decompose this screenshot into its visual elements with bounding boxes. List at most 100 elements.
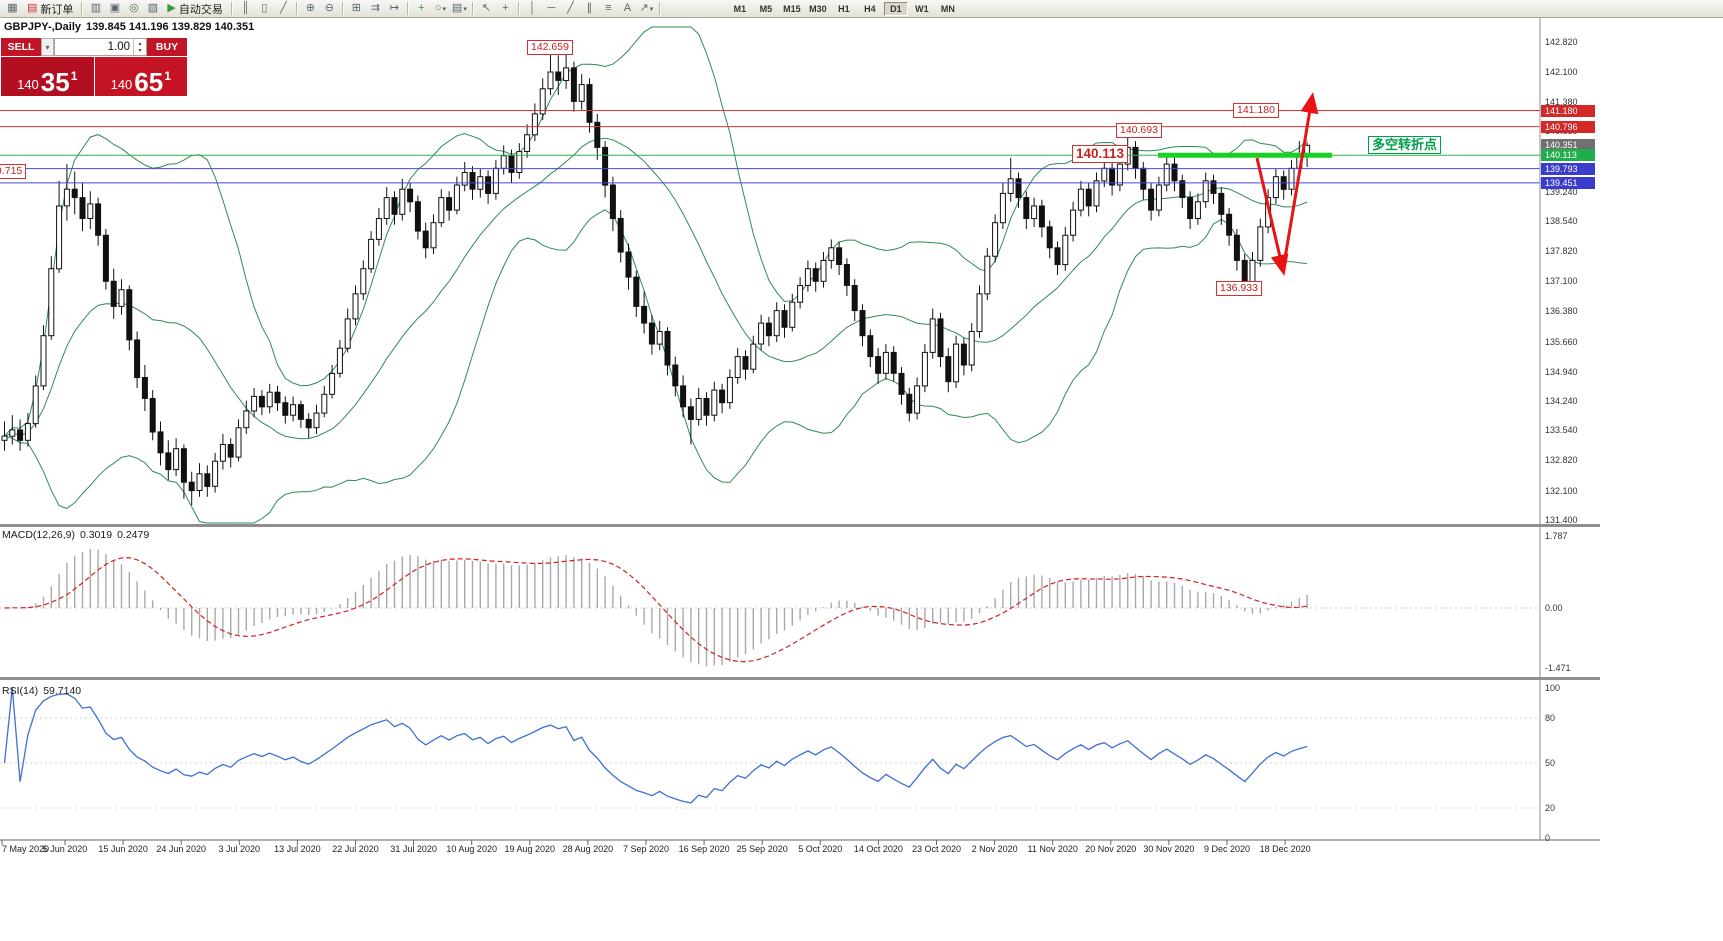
templates-icon-caret-icon[interactable]: ▾ — [463, 5, 467, 13]
bar-chart-icon-glyph: ║ — [241, 2, 250, 14]
oneclick-options-caret-icon[interactable]: ▾ — [41, 38, 54, 56]
buy-button[interactable]: BUY — [147, 38, 187, 56]
rsi-line — [3, 687, 1308, 804]
tile-windows-icon[interactable]: ⊞ — [347, 1, 366, 17]
bar-chart-icon[interactable]: ║ — [236, 1, 255, 17]
timeframe-mn[interactable]: MN — [940, 3, 955, 14]
text-label-icon[interactable]: A — [618, 1, 637, 17]
date-label: 24 Jun 2020 — [156, 844, 206, 854]
arrows-tool-icon[interactable]: ↗ ▾ — [637, 1, 656, 17]
timeframe-w1[interactable]: W1 — [915, 3, 929, 14]
auto-scroll-icon-glyph: ⇉ — [370, 2, 380, 14]
zoom-in-icon[interactable]: ⊕ — [301, 1, 320, 17]
trend-arrow[interactable] — [1255, 157, 1289, 276]
date-label: 2 Nov 2020 — [971, 844, 1018, 854]
symbol-name: GBPJPY-,Daily — [4, 21, 82, 33]
price-callout[interactable]: 140.693 — [1116, 123, 1162, 138]
autotrade-button[interactable]: ▶ 自动交易 — [162, 1, 227, 17]
price-tick: 134.940 — [1545, 366, 1578, 377]
volume-spin-up-icon[interactable]: ▴ — [138, 41, 142, 47]
price-tick: 142.100 — [1545, 67, 1578, 78]
volume-spinner[interactable]: ▴ ▾ — [133, 39, 146, 55]
date-label: 16 Sep 2020 — [678, 844, 730, 854]
price-axis[interactable]: 142.820142.100141.380140.680139.240138.5… — [1540, 18, 1602, 843]
tile-windows-icon-glyph: ⊞ — [351, 2, 361, 14]
candlestick-chart-icon-glyph: ▯ — [261, 2, 268, 14]
templates-icon-glyph: ▤ — [451, 2, 463, 14]
periods-icon[interactable]: ○ ▾ — [431, 1, 450, 17]
rsi-indicator — [0, 687, 1540, 809]
chart-symbol-ohlc: GBPJPY-,Daily 139.845 141.196 139.829 140… — [4, 21, 259, 33]
price-callout[interactable]: 9.715 — [0, 164, 27, 179]
horizontal-line-icon[interactable]: ─ — [542, 1, 561, 17]
date-label: 19 Aug 2020 — [504, 844, 556, 854]
templates-icon[interactable]: ▤ ▾ — [450, 1, 469, 17]
date-label: 23 Oct 2020 — [911, 844, 962, 854]
timeframe-m5[interactable]: M5 — [759, 3, 773, 14]
sell-price-button[interactable]: 140 35 1 — [1, 57, 94, 96]
volume-field[interactable]: 1.00 ▴ ▾ — [54, 38, 147, 56]
vertical-line-icon[interactable]: │ — [523, 1, 542, 17]
arrows-tool-icon-caret-icon[interactable]: ▾ — [649, 5, 654, 13]
chart-shift-icon[interactable]: ↦ — [385, 1, 404, 17]
timeframe-h1[interactable]: H1 — [838, 3, 850, 14]
auto-scroll-icon[interactable]: ⇉ — [366, 1, 385, 17]
rsi-axis-tick: 50 — [1545, 758, 1556, 768]
channel-icon-glyph: ∥ — [586, 2, 593, 14]
mailbox-icon-glyph: ▧ — [147, 2, 159, 14]
new-order-glyph: ▤ — [27, 2, 38, 14]
buy-price-base: 140 — [110, 77, 133, 92]
axis-price-box: 140.351 — [1541, 139, 1595, 152]
price-tick: 139.240 — [1545, 186, 1578, 197]
mailbox-icon[interactable]: ▧ — [143, 1, 162, 17]
cursor-icon[interactable]: ↖ — [477, 1, 496, 17]
axis-price-box: 139.793 — [1541, 162, 1595, 175]
timeframe-d1[interactable]: D1 — [883, 1, 908, 16]
crosshair-icon[interactable]: + — [496, 1, 515, 17]
timeframe-m30[interactable]: M30 — [809, 3, 827, 14]
new-order-button[interactable]: ▤ 新订单 — [22, 1, 78, 17]
chart-window-icon-glyph: ▦ — [7, 2, 18, 14]
date-axis[interactable]: 7 May 2020 5 Jun 2020 15 Jun 2020 24 Jun 20… — [0, 842, 1560, 858]
timeframe-m1[interactable]: M1 — [733, 3, 747, 14]
timeframe-h4[interactable]: H4 — [864, 3, 876, 14]
line-chart-icon[interactable]: ╱ — [274, 1, 293, 17]
periods-icon-caret-icon[interactable]: ▾ — [442, 5, 446, 13]
alerts-icon[interactable]: ◎ — [124, 1, 143, 17]
timeframe-m15[interactable]: M15 — [783, 3, 801, 14]
macd-indicator — [0, 548, 1540, 667]
channel-icon[interactable]: ∥ — [580, 1, 599, 17]
zoom-out-icon[interactable]: ⊖ — [320, 1, 339, 17]
fibonacci-icon[interactable]: ≡ — [599, 1, 618, 17]
chart-window-icon[interactable]: ▦ — [3, 1, 22, 17]
candlestick-chart-icon[interactable]: ▯ — [255, 1, 274, 17]
rsi-value: 59.7140 — [43, 685, 82, 697]
buy-price-button[interactable]: 140 65 1 — [94, 57, 187, 96]
indicators-icon[interactable]: + — [412, 1, 431, 17]
volume-spin-down-icon[interactable]: ▾ — [138, 48, 142, 54]
price-callout[interactable]: 141.180 — [1233, 103, 1279, 118]
open-charts-icon[interactable]: ▣ — [105, 1, 124, 17]
line-chart-icon-glyph: ╱ — [280, 2, 287, 14]
fibonacci-icon-glyph: ≡ — [605, 2, 612, 14]
macd-signal-line — [4, 557, 1308, 663]
chart-shift-icon-glyph: ↦ — [389, 2, 399, 14]
volume-value[interactable]: 1.00 — [107, 41, 130, 53]
price-callout[interactable]: 140.113 — [1072, 145, 1129, 163]
trendline-icon[interactable]: ╱ — [561, 1, 580, 17]
toolbar-separator — [230, 2, 233, 15]
price-callout[interactable]: 136.933 — [1216, 281, 1262, 296]
toolbar-separator — [471, 2, 474, 15]
date-label: 10 Aug 2020 — [446, 844, 497, 854]
chart-canvas[interactable] — [0, 18, 1600, 860]
trend-arrow[interactable] — [1281, 92, 1319, 271]
price-callout[interactable]: 142.659 — [527, 40, 573, 55]
price-tick: 138.540 — [1545, 216, 1578, 227]
toolbar-separator — [81, 2, 84, 15]
charts-profile-icon[interactable]: ▥ — [86, 1, 105, 17]
pivot-note-label[interactable]: 多空转折点 — [1368, 136, 1442, 154]
rsi-axis-tick: 80 — [1545, 713, 1556, 723]
date-label: 28 Aug 2020 — [562, 844, 614, 854]
indicators-icon-glyph: + — [418, 2, 425, 14]
sell-button[interactable]: SELL — [1, 38, 41, 56]
